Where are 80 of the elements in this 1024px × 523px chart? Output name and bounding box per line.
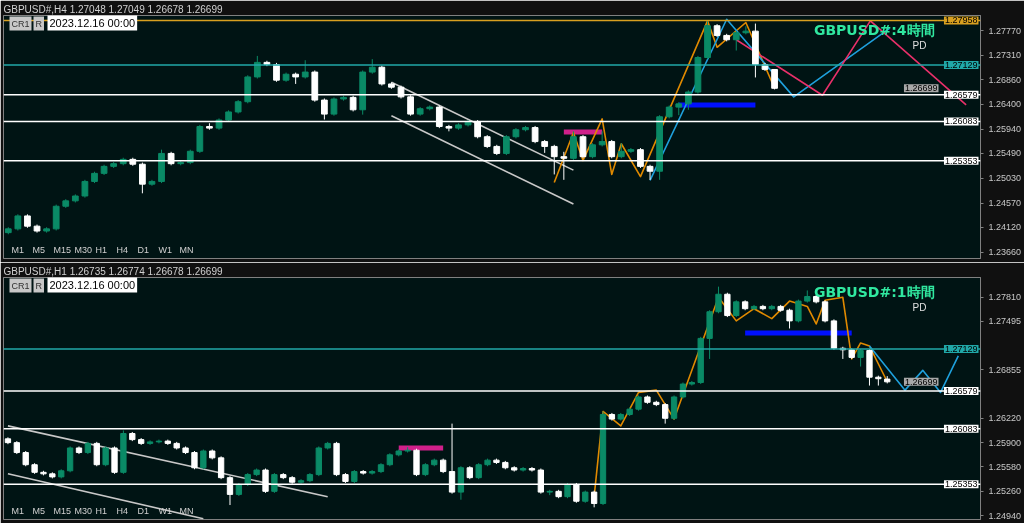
candlestick	[301, 59, 309, 80]
ref-line-label: 1.27129	[944, 60, 978, 71]
candlestick	[662, 402, 669, 425]
candlestick	[217, 455, 225, 480]
candlestick	[608, 139, 616, 159]
candlestick	[102, 445, 109, 467]
annotation: M15	[53, 505, 72, 516]
y-tick-label: 1.23660	[988, 247, 1022, 258]
candlestick	[724, 292, 731, 318]
annotation: M15	[53, 244, 72, 255]
ref-line-label: 1.27958	[944, 15, 978, 26]
annotation: W1	[158, 244, 172, 255]
candlestick	[378, 65, 386, 87]
candlestick	[579, 134, 587, 159]
annotation: MN	[179, 244, 194, 255]
annotation: M30	[74, 244, 93, 255]
y-tick-label: 1.26860	[988, 74, 1022, 85]
ref-line-label: 1.26579	[944, 89, 978, 100]
annotation: H4	[116, 244, 129, 255]
candlestick	[646, 164, 654, 181]
ref-line-label: 1.25353	[944, 155, 978, 166]
annotation: M1	[11, 244, 25, 255]
y-tick-label: 1.24940	[988, 510, 1022, 521]
annotation: 1.26699	[904, 83, 938, 94]
y-tick-label: 1.24570	[988, 198, 1022, 208]
y-tick-label: 1.26220	[988, 413, 1022, 424]
ref-line-label: 1.26579	[944, 385, 978, 396]
candlestick	[502, 134, 510, 156]
ref-line-label: 1.26083	[944, 423, 978, 434]
annotation: R	[35, 18, 43, 29]
annotation: M1	[11, 505, 25, 516]
annotation: R	[35, 280, 43, 291]
candlestick	[52, 204, 60, 231]
annotation: PD	[912, 39, 927, 51]
annotation: CR1	[11, 18, 30, 29]
y-tick-label: 1.24120	[988, 222, 1022, 233]
y-tick-label: 1.27810	[988, 292, 1022, 303]
ref-line-label: 1.25353	[944, 479, 978, 490]
annotation: M5	[32, 505, 46, 516]
candlestick	[732, 30, 740, 52]
candlestick	[445, 124, 453, 132]
annotation: M30	[74, 505, 93, 516]
y-tick-label: 1.25490	[988, 148, 1022, 159]
annotation: H1	[95, 505, 108, 516]
candlestick	[321, 97, 328, 120]
y-tick-label: 1.25260	[988, 486, 1022, 497]
candlestick	[670, 394, 678, 421]
y-tick-label: 1.25580	[988, 461, 1022, 472]
annotation: PD	[912, 301, 927, 313]
annotation: H4	[116, 505, 129, 516]
y-tick-label: 1.25030	[988, 173, 1022, 184]
candlestick	[93, 441, 100, 467]
y-tick-label: 1.27770	[988, 25, 1022, 36]
annotation: 2023.12.16 00:00	[49, 278, 136, 291]
candlestick	[330, 96, 338, 117]
annotation: 2023.12.16 00:00	[49, 16, 136, 29]
annotation: D1	[137, 244, 150, 255]
ref-line-label: 1.27129	[944, 344, 978, 355]
annotation: MN	[179, 505, 194, 516]
candlestick	[786, 308, 793, 329]
candlestick	[66, 445, 74, 473]
y-tick-label: 1.25900	[988, 437, 1022, 448]
annotation: M5	[32, 244, 46, 255]
annotation: 1.26699	[904, 376, 938, 387]
candlestick	[570, 130, 577, 161]
candlestick	[200, 448, 207, 470]
ref-line-label: 1.26083	[944, 116, 978, 127]
annotation: H1	[95, 244, 108, 255]
y-tick-label: 1.25940	[988, 124, 1022, 135]
annotation: GBPUSD#:1時間	[813, 283, 935, 300]
y-tick-label: 1.26400	[988, 99, 1022, 110]
y-tick-label: 1.27495	[988, 316, 1022, 327]
annotation: CR1	[11, 280, 30, 291]
y-tick-label: 1.26855	[988, 364, 1022, 375]
candlestick	[715, 286, 722, 314]
chart-title: GBPUSD#,H4 1.27048 1.27049 1.26678 1.26699	[3, 3, 223, 15]
chart-title: GBPUSD#,H1 1.26735 1.26774 1.26678 1.26699	[3, 265, 223, 277]
candlestick	[191, 450, 198, 470]
y-tick-label: 1.27310	[988, 50, 1022, 61]
annotation: D1	[137, 505, 150, 516]
